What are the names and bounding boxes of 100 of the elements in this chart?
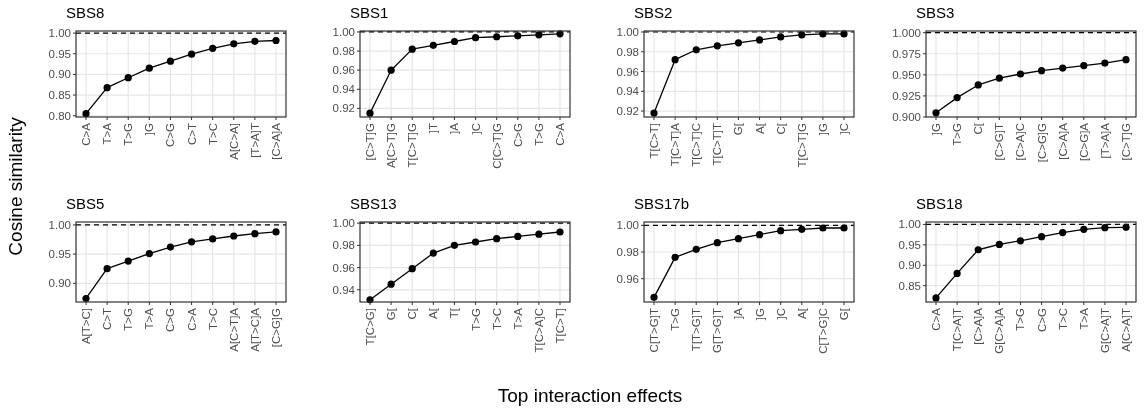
x-tick-label: A[T>C]A (248, 307, 261, 352)
point (798, 225, 806, 233)
x-tick-label: A[C>T]A (227, 307, 240, 352)
y-tick-label: 0.975 (892, 47, 921, 60)
y-tick-label: 0.92 (332, 102, 355, 115)
x-tick-label: T[C>T]G (406, 122, 419, 168)
x-tick-label: T>G (1014, 307, 1027, 331)
y-tick-label: 0.94 (616, 85, 640, 98)
y-tick-label: 0.98 (616, 246, 639, 259)
point (187, 238, 196, 246)
x-tick-label: C>G (511, 122, 524, 147)
x-tick-label: C[ (972, 122, 985, 135)
x-tick-label: A[ (795, 307, 808, 319)
point (932, 294, 940, 302)
point (798, 31, 806, 39)
chart-title: SBS5 (66, 195, 105, 212)
x-tick-label: [T>A]A (1098, 122, 1111, 159)
point (1101, 224, 1109, 232)
point (387, 66, 395, 74)
chart-title: SBS18 (916, 195, 963, 212)
x-tick-label: [C>A]A (270, 122, 282, 160)
x-tick-label: T[T>G]T (690, 308, 703, 352)
point (692, 245, 700, 253)
point (450, 37, 459, 46)
point (1037, 67, 1046, 75)
point (471, 238, 480, 246)
chart-title: SBS1 (350, 4, 389, 21)
x-tick-label: ]G (816, 122, 829, 136)
x-tick-label: G[ (385, 307, 398, 321)
point (209, 235, 217, 243)
x-tick-label: T[C>A]C (532, 308, 545, 353)
x-tick-label: T>C (206, 308, 219, 331)
x-tick-label: C>A (554, 122, 566, 146)
y-tick-label: 1.00 (48, 27, 71, 40)
y-tick-label: 0.90 (48, 68, 71, 81)
x-tick-label: C>T (101, 308, 114, 331)
point (514, 232, 522, 241)
y-axis-title: Cosine similarity (5, 116, 26, 256)
x-tick-label: [C>G]A (1077, 122, 1090, 162)
point (671, 56, 679, 64)
y-tick-label: 1.000 (892, 26, 921, 39)
point (103, 84, 111, 92)
point (556, 228, 564, 236)
point (493, 235, 501, 243)
point (535, 31, 543, 39)
y-tick-label: 1.00 (898, 218, 921, 231)
x-tick-label: T[C>G] (364, 308, 376, 346)
point (230, 232, 238, 240)
x-tick-label: T>A (511, 307, 524, 330)
point (493, 33, 501, 41)
x-tick-label: T>G (122, 122, 135, 146)
x-tick-label: ]C (838, 123, 850, 135)
point (209, 44, 217, 52)
x-tick-label: T[C>T] (554, 308, 566, 344)
x-tick-label: A[C>A]T (1120, 308, 1132, 352)
y-tick-label: 0.96 (332, 64, 355, 77)
x-tick-label: C>A (80, 122, 92, 146)
x-tick-label: C>G (1035, 307, 1048, 332)
point (777, 33, 785, 41)
point (124, 257, 132, 265)
point (1122, 223, 1130, 231)
point (713, 42, 721, 50)
x-tick-label: [C>G]G (1035, 122, 1048, 163)
point (819, 224, 827, 232)
y-tick-label: 0.92 (616, 105, 639, 118)
point (124, 74, 132, 82)
point (692, 46, 700, 54)
x-tick-label: G[ (732, 122, 745, 136)
y-tick-label: 1.00 (332, 217, 355, 230)
point (755, 231, 764, 239)
x-tick-label: C[ (774, 122, 787, 135)
y-tick-label: 1.00 (48, 218, 71, 231)
point (734, 235, 743, 243)
point (1080, 61, 1088, 70)
x-tick-label: G[C>A]T (1098, 308, 1111, 354)
x-tick-label: G[C>A]A (993, 307, 1006, 354)
point (272, 228, 280, 236)
point (1101, 59, 1109, 67)
x-tick-label: C>T (185, 123, 198, 146)
y-tick-label: 0.98 (332, 239, 355, 252)
point (1122, 56, 1130, 64)
point (471, 34, 480, 42)
x-tick-label: T>A (1077, 307, 1090, 330)
point (650, 293, 658, 301)
x-tick-label: C>G (164, 307, 177, 332)
point (514, 32, 522, 40)
x-tick-label: ]C (469, 123, 482, 135)
x-tick-label: ]A (732, 307, 745, 319)
point (953, 269, 961, 278)
point (995, 74, 1003, 82)
x-tick-label: T[C>T]G (795, 122, 808, 168)
y-tick-label: 0.90 (48, 277, 71, 290)
point (187, 50, 196, 58)
x-tick-label: T>G (532, 122, 545, 146)
x-tick-label: T[ (448, 307, 461, 319)
y-tick-label: 0.96 (616, 272, 639, 285)
x-tick-label: ]T (427, 123, 440, 134)
point (387, 280, 395, 288)
x-tick-label: T>C (490, 308, 503, 331)
point (974, 246, 982, 254)
